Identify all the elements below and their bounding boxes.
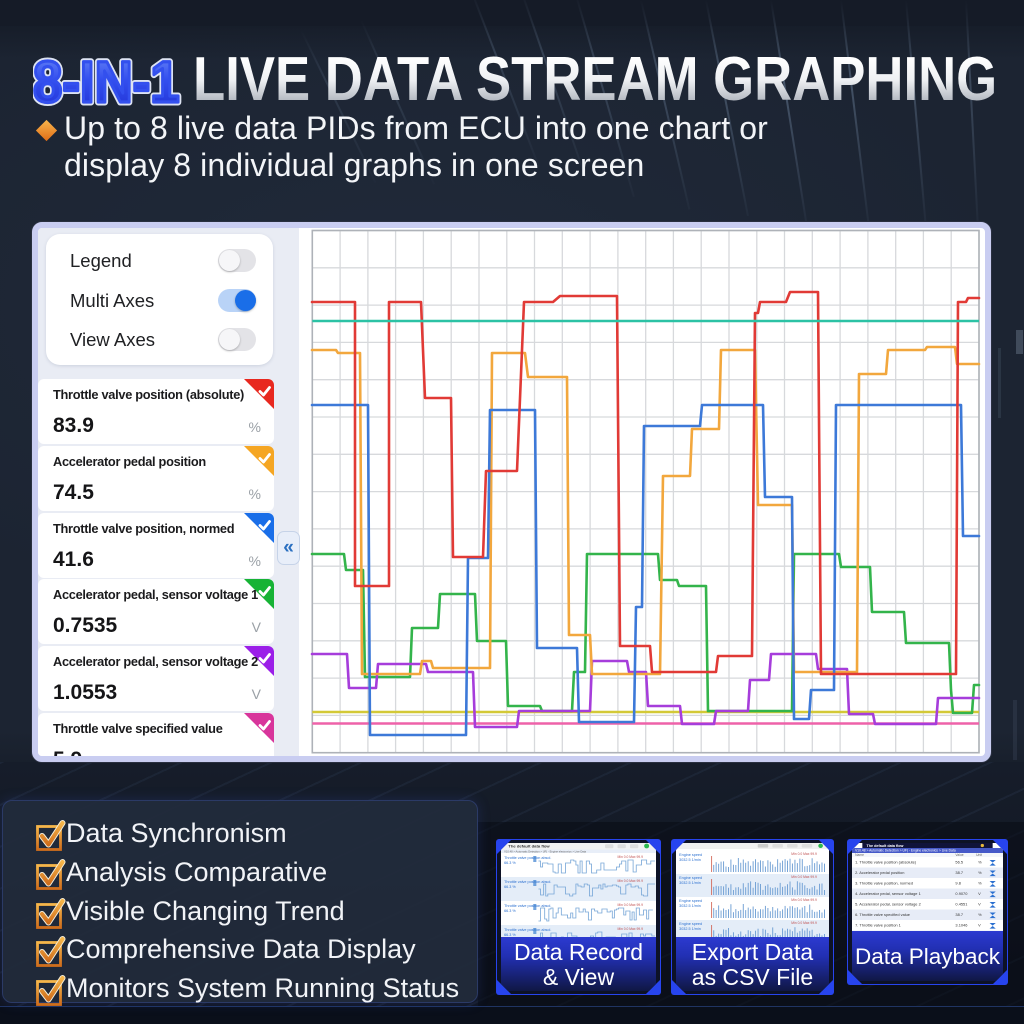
svg-text:Min 0.0 Max 99.9: Min 0.0 Max 99.9 — [791, 875, 817, 879]
svg-text:%: % — [978, 871, 982, 875]
svg-text:3032.5 1/min: 3032.5 1/min — [679, 904, 701, 908]
svg-text:V: V — [978, 892, 981, 896]
svg-text:5. Accelerator pedal, sensor v: 5. Accelerator pedal, sensor voltage 2 — [855, 903, 921, 907]
svg-text:9.8: 9.8 — [955, 882, 960, 886]
svg-text:The default data flow: The default data flow — [508, 844, 550, 849]
svg-text:66.3 %: 66.3 % — [504, 909, 516, 913]
svg-text:3. Throttle valve position, no: 3. Throttle valve position, normed — [855, 882, 913, 886]
svg-text:Engine speed: Engine speed — [679, 922, 702, 926]
svg-text:Min 0.0 Max 99.9: Min 0.0 Max 99.9 — [618, 879, 644, 883]
svg-text:1. Throttle valve position (ab: 1. Throttle valve position (absolute) — [855, 861, 917, 865]
svg-text:V10.48 > Automatic Detection >: V10.48 > Automatic Detection > UF) - Eng… — [855, 849, 956, 853]
svg-text:Engine speed: Engine speed — [679, 876, 702, 880]
svg-text:7. Throttle valve position 1: 7. Throttle valve position 1 — [855, 924, 901, 928]
svg-text:Unit: Unit — [976, 853, 982, 857]
svg-text:Min 0.0 Max 99.9: Min 0.0 Max 99.9 — [618, 855, 644, 859]
svg-text:Throttle valve position absol.: Throttle valve position absol. — [504, 904, 551, 908]
svg-text:66.3 %: 66.3 % — [504, 933, 516, 937]
svg-text:3032.5 1/min: 3032.5 1/min — [679, 927, 701, 931]
svg-text:Min 0.0 Max 99.9: Min 0.0 Max 99.9 — [618, 927, 644, 931]
svg-text:Value: Value — [955, 853, 963, 857]
svg-text:Name: Name — [855, 853, 864, 857]
svg-text:Min 0.0 Max 99.9: Min 0.0 Max 99.9 — [791, 898, 817, 902]
svg-text:2. Accelerator pedal position: 2. Accelerator pedal position — [855, 871, 904, 875]
svg-text:%: % — [978, 913, 982, 917]
svg-text:66.3 %: 66.3 % — [504, 861, 516, 865]
svg-text:Throttle valve position absol.: Throttle valve position absol. — [504, 928, 551, 932]
svg-text:Min 0.0 Max 99.9: Min 0.0 Max 99.9 — [791, 852, 817, 856]
svg-text:4. Accelerator pedal, sensor v: 4. Accelerator pedal, sensor voltage 1 — [855, 892, 921, 896]
svg-text:38.7: 38.7 — [955, 871, 963, 875]
svg-text:0.9070: 0.9070 — [955, 892, 967, 896]
svg-text:8-IN-1: 8-IN-1 — [33, 50, 180, 115]
svg-text:Min 0.0 Max 99.9: Min 0.0 Max 99.9 — [618, 903, 644, 907]
svg-text:Throttle valve position absol.: Throttle valve position absol. — [504, 856, 551, 860]
svg-text:V: V — [978, 903, 981, 907]
svg-text:The default data flow: The default data flow — [866, 844, 903, 848]
svg-text:V: V — [978, 924, 981, 928]
svg-text:3032.5 1/min: 3032.5 1/min — [679, 881, 701, 885]
svg-text:Throttle valve position absol.: Throttle valve position absol. — [504, 880, 551, 884]
svg-text:Min 0.0 Max 99.9: Min 0.0 Max 99.9 — [791, 921, 817, 925]
svg-text:%: % — [978, 861, 982, 865]
svg-text:8-IN-1: 8-IN-1 — [33, 50, 180, 115]
svg-text:56.5: 56.5 — [955, 861, 963, 865]
svg-text:66.3 %: 66.3 % — [504, 885, 516, 889]
svg-text:Engine speed: Engine speed — [679, 899, 702, 903]
svg-text:3.1046: 3.1046 — [955, 924, 967, 928]
svg-text:6. Throttle valve specified va: 6. Throttle valve specified value — [855, 913, 910, 917]
svg-text:38.7: 38.7 — [955, 913, 963, 917]
svg-text:Engine speed: Engine speed — [679, 853, 702, 857]
svg-text:0.4551: 0.4551 — [955, 903, 967, 907]
svg-text:%: % — [978, 882, 982, 886]
svg-text:3032.5 1/min: 3032.5 1/min — [679, 858, 701, 862]
svg-text:V10.48 > Automatic Detection >: V10.48 > Automatic Detection > UF) - Eng… — [504, 849, 586, 853]
